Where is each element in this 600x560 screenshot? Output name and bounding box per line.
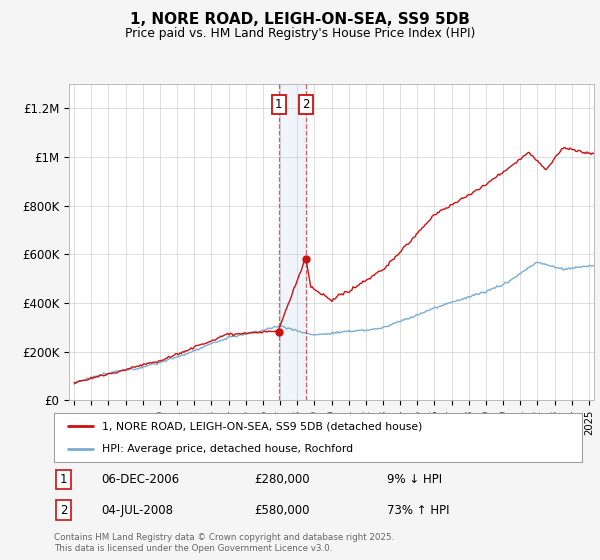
Text: 2: 2 [302, 98, 310, 111]
Text: HPI: Average price, detached house, Rochford: HPI: Average price, detached house, Roch… [101, 444, 353, 454]
Bar [278, 84, 306, 400]
Text: 1: 1 [60, 473, 67, 486]
Text: 1, NORE ROAD, LEIGH-ON-SEA, SS9 5DB: 1, NORE ROAD, LEIGH-ON-SEA, SS9 5DB [130, 12, 470, 27]
Text: 1: 1 [275, 98, 283, 111]
Text: 2: 2 [60, 504, 67, 517]
Text: 73% ↑ HPI: 73% ↑ HPI [386, 504, 449, 517]
Text: 04-JUL-2008: 04-JUL-2008 [101, 504, 173, 517]
Text: Price paid vs. HM Land Registry's House Price Index (HPI): Price paid vs. HM Land Registry's House … [125, 27, 475, 40]
Text: 1, NORE ROAD, LEIGH-ON-SEA, SS9 5DB (detached house): 1, NORE ROAD, LEIGH-ON-SEA, SS9 5DB (det… [101, 421, 422, 431]
Text: Contains HM Land Registry data © Crown copyright and database right 2025.
This d: Contains HM Land Registry data © Crown c… [54, 533, 394, 553]
Text: £580,000: £580,000 [254, 504, 310, 517]
Text: 06-DEC-2006: 06-DEC-2006 [101, 473, 179, 486]
Text: £280,000: £280,000 [254, 473, 310, 486]
Text: 9% ↓ HPI: 9% ↓ HPI [386, 473, 442, 486]
